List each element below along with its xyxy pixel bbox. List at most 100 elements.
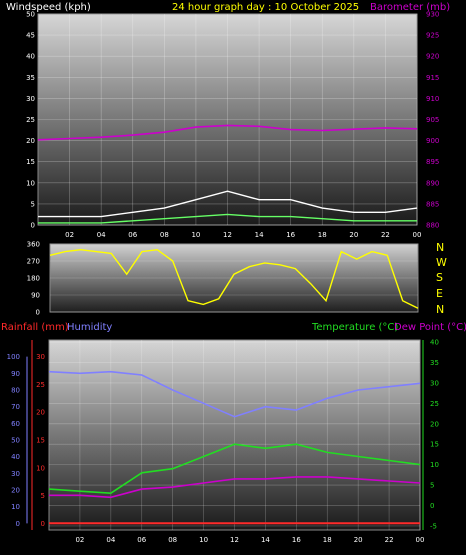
rainfall-tick-label: 25	[36, 381, 45, 389]
humidity-tick-label: 90	[11, 370, 20, 378]
rainfall-tick-label: 20	[36, 409, 45, 417]
barometer-line	[37, 124, 418, 141]
windspeed-tick-label: 30	[26, 95, 35, 103]
x-tick-label: 06	[128, 231, 137, 239]
x-tick-label: 18	[318, 231, 327, 239]
humidity-tick-label: 10	[11, 503, 20, 511]
humidity-tick-label: 50	[11, 437, 20, 445]
rainfall-tick-label: 30	[36, 353, 45, 361]
temperature-axis-title: Temperature (°C)	[311, 322, 398, 333]
rainfall-axis: 0 5 10 15 20 25 30	[31, 340, 45, 530]
temperature-tick-label: 40	[430, 339, 439, 347]
barometer-tick-label: 930	[426, 11, 439, 19]
rainfall-axis-title: Rainfall (mm)	[1, 322, 69, 333]
rainfall-tick-label: 5	[41, 492, 45, 500]
barometer-tick-label: 895	[426, 158, 439, 166]
x-tick-label: 08	[168, 536, 177, 544]
temperature-tick-label: 35	[430, 359, 439, 367]
temperature-tick-label: 5	[430, 482, 434, 490]
average-wind-line	[38, 213, 417, 224]
direction-tick-label: 360	[27, 241, 40, 249]
x-tick-label: 12	[223, 231, 232, 239]
compass-label-n-bottom: N	[436, 303, 444, 316]
humidity-tick-label: 40	[11, 453, 20, 461]
windspeed-tick-label: 5	[31, 200, 35, 208]
windspeed-tick-label: 50	[26, 11, 35, 19]
temperature-tick-label: 15	[430, 441, 439, 449]
windspeed-tick-label: 0	[31, 222, 35, 230]
chart-title: 24 hour graph day : 10 October 2025	[172, 2, 359, 13]
x-tick-label: 16	[286, 231, 295, 239]
rainfall-tick-label: 0	[41, 520, 45, 528]
barometer-tick-label: 880	[426, 222, 439, 230]
x-tick-label: 12	[230, 536, 239, 544]
temp-hum-x-axis: 02 04 06 08 10 12 14 16 18 20 22 00	[75, 536, 424, 544]
windspeed-tick-label: 10	[26, 179, 35, 187]
barometer-tick-label: 905	[426, 116, 439, 124]
barometer-tick-label: 900	[426, 137, 439, 145]
dewpoint-axis-title: Dew Point (°C)	[394, 322, 466, 333]
humidity-tick-label: 80	[11, 387, 20, 395]
humidity-tick-label: 0	[16, 520, 20, 528]
barometer-tick-label: 885	[426, 200, 439, 208]
rainfall-tick-label: 10	[36, 464, 45, 472]
x-tick-label: 20	[349, 231, 358, 239]
windspeed-tick-label: 25	[26, 116, 35, 124]
direction-tick-label: 90	[31, 292, 40, 300]
x-tick-label: 02	[75, 536, 84, 544]
humidity-tick-label: 20	[11, 487, 20, 495]
direction-tick-label: 0	[36, 309, 40, 317]
x-tick-label: 00	[413, 231, 422, 239]
dewpoint-line	[49, 476, 421, 499]
windspeed-axis: 0 5 10 15 20 25 30 35 40 45 50	[26, 11, 35, 230]
windspeed-tick-label: 35	[26, 74, 35, 82]
rainfall-tick-label: 15	[36, 437, 45, 445]
windspeed-tick-label: 45	[26, 32, 35, 40]
wind-baro-x-axis: 02 04 06 08 10 12 14 16 18 20 22 00	[65, 231, 421, 239]
humidity-tick-label: 70	[11, 403, 20, 411]
x-tick-label: 04	[106, 536, 115, 544]
compass-label-s: S	[436, 271, 443, 284]
x-tick-label: 22	[385, 536, 394, 544]
wind-baro-grid	[38, 13, 418, 226]
direction-tick-label: 180	[27, 275, 40, 283]
x-tick-label: 08	[160, 231, 169, 239]
x-tick-label: 14	[261, 536, 270, 544]
windspeed-tick-label: 15	[26, 158, 35, 166]
temperature-tick-label: 30	[430, 379, 439, 387]
x-tick-label: 02	[65, 231, 74, 239]
gust-line	[38, 190, 418, 218]
x-tick-label: 10	[191, 231, 200, 239]
temperature-line	[48, 443, 421, 495]
compass-labels: N W S E N	[436, 241, 447, 316]
temp-hum-series	[48, 370, 421, 525]
compass-label-n-top: N	[436, 241, 444, 254]
wind-direction-axis: 0 90 180 270 360	[27, 241, 40, 317]
wind-direction-grid	[50, 243, 418, 313]
humidity-axis-title: Humidity	[67, 322, 112, 333]
wind-baro-plot-area	[37, 13, 418, 226]
wind-direction-plot-area	[49, 243, 419, 313]
direction-tick-label: 270	[27, 258, 40, 266]
temperature-tick-label: 10	[430, 461, 439, 469]
humidity-tick-label: 60	[11, 420, 20, 428]
wind-direction-series	[49, 248, 419, 309]
x-tick-label: 20	[354, 536, 363, 544]
temperature-tick-label: -5	[430, 522, 437, 530]
windspeed-axis-title: Windspeed (kph)	[6, 2, 91, 13]
barometer-tick-label: 890	[426, 179, 439, 187]
humidity-tick-label: 30	[11, 470, 20, 478]
temp-hum-grid	[49, 340, 421, 530]
barometer-tick-label: 915	[426, 74, 439, 82]
compass-label-e: E	[436, 287, 443, 300]
humidity-axis: 0 10 20 30 40 50 60 70 80 90 100	[7, 353, 28, 528]
humidity-line	[48, 370, 421, 418]
x-tick-label: 04	[97, 231, 106, 239]
windspeed-tick-label: 20	[26, 137, 35, 145]
temperature-tick-label: 20	[430, 420, 439, 428]
temperature-axis: -5 0 5 10 15 20 25 30 35 40	[422, 339, 439, 530]
compass-label-w: W	[436, 256, 447, 269]
windspeed-tick-label: 40	[26, 53, 35, 61]
wind-baro-series	[37, 124, 418, 224]
